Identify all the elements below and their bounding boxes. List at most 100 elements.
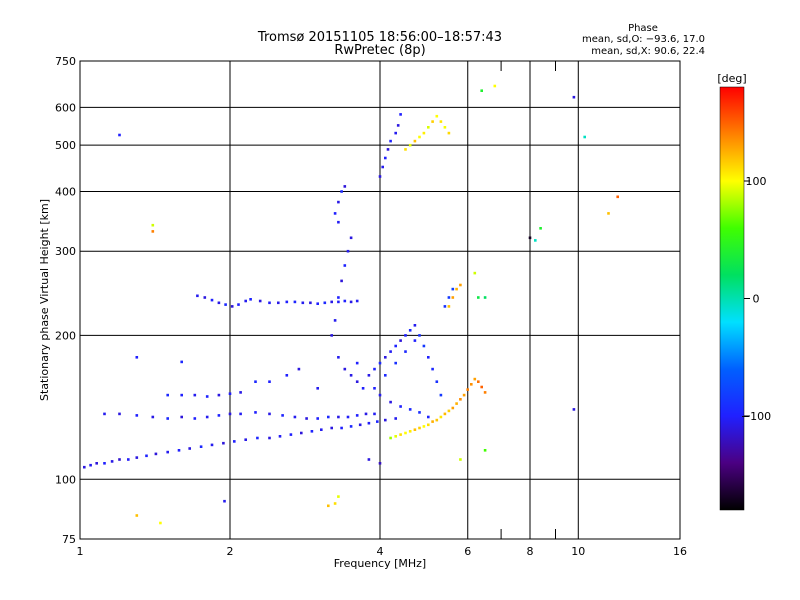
data-point	[473, 271, 477, 275]
y-tick-label: 100	[55, 473, 76, 486]
data-point	[180, 415, 183, 419]
data-point	[349, 300, 353, 304]
data-point	[188, 447, 191, 450]
data-point	[224, 303, 227, 306]
data-point	[83, 465, 86, 469]
data-point	[435, 380, 439, 383]
chart-title: Tromsø 20151105 18:56:00–18:57:43	[257, 30, 502, 45]
data-point	[404, 350, 407, 353]
data-point	[408, 430, 412, 433]
data-point	[301, 301, 305, 305]
data-point	[422, 131, 426, 135]
y-tick-label: 600	[55, 101, 76, 114]
data-point	[268, 301, 271, 305]
data-point	[447, 305, 451, 308]
data-point	[373, 387, 376, 390]
x-tick-label: 8	[527, 545, 534, 558]
data-point	[443, 126, 447, 129]
data-point	[539, 227, 542, 230]
data-point	[447, 296, 451, 299]
data-point	[118, 133, 121, 137]
data-point	[376, 420, 379, 423]
data-point	[431, 120, 434, 123]
colorbar-ticks: 100 0 −100	[741, 175, 771, 423]
data-point	[237, 303, 240, 306]
data-point	[493, 84, 497, 88]
data-point	[199, 445, 203, 448]
y-tick-label: 75	[62, 533, 76, 546]
data-point	[483, 449, 487, 452]
y-tick-label: 750	[55, 55, 76, 68]
data-point	[381, 165, 384, 169]
data-point	[616, 195, 619, 199]
data-point	[451, 287, 455, 291]
data-point	[205, 415, 209, 419]
data-point	[343, 185, 347, 188]
data-point	[337, 296, 340, 299]
data-point	[394, 435, 397, 438]
data-point	[103, 462, 106, 465]
x-tick-label: 4	[377, 545, 384, 558]
data-point	[439, 415, 443, 419]
data-point	[439, 120, 443, 123]
data-point	[447, 131, 451, 135]
data-point	[418, 426, 421, 430]
data-point	[396, 124, 400, 127]
y-tick-label: 500	[55, 139, 76, 152]
data-point	[327, 415, 330, 419]
data-point	[277, 301, 280, 305]
data-point	[285, 300, 289, 304]
data-point	[254, 380, 257, 383]
data-point	[572, 408, 576, 411]
data-point	[340, 190, 343, 193]
data-point	[607, 212, 610, 215]
data-point	[135, 456, 139, 459]
data-point	[378, 175, 382, 178]
data-point	[422, 344, 426, 348]
data-point	[254, 411, 257, 414]
data-point	[337, 220, 340, 224]
data-point	[343, 367, 347, 371]
data-point	[223, 499, 226, 503]
data-point	[394, 417, 397, 420]
data-point	[462, 393, 466, 397]
data-point	[378, 393, 382, 397]
data-point	[427, 356, 430, 359]
data-point	[404, 334, 407, 337]
colorbar-tick-label: 100	[746, 175, 767, 188]
data-point	[408, 143, 412, 147]
data-point	[422, 425, 426, 428]
data-point	[333, 319, 337, 322]
data-point	[399, 339, 402, 342]
data-point	[389, 350, 392, 353]
data-point	[394, 344, 397, 348]
data-point	[435, 114, 439, 118]
data-point	[249, 298, 252, 301]
data-point	[408, 408, 412, 411]
data-point	[244, 299, 247, 303]
data-point	[193, 417, 197, 420]
data-point	[135, 414, 139, 417]
data-point	[473, 377, 477, 381]
data-point	[205, 395, 209, 398]
data-point	[404, 148, 407, 151]
data-point	[583, 135, 586, 139]
data-point	[239, 412, 242, 416]
data-point	[210, 298, 214, 302]
data-point	[413, 339, 417, 342]
data-point	[217, 393, 221, 397]
data-point	[427, 126, 430, 129]
data-point	[177, 449, 181, 452]
data-point	[145, 454, 148, 458]
data-point	[228, 412, 232, 416]
data-point	[459, 458, 462, 461]
data-point	[333, 502, 337, 505]
y-tick-label: 200	[55, 329, 76, 342]
data-point	[154, 452, 158, 456]
data-point	[316, 417, 319, 420]
colorbar-label: [deg]	[717, 72, 746, 85]
data-point	[480, 385, 483, 389]
data-point	[435, 418, 439, 422]
data-point	[384, 418, 387, 422]
data-point	[413, 428, 417, 431]
